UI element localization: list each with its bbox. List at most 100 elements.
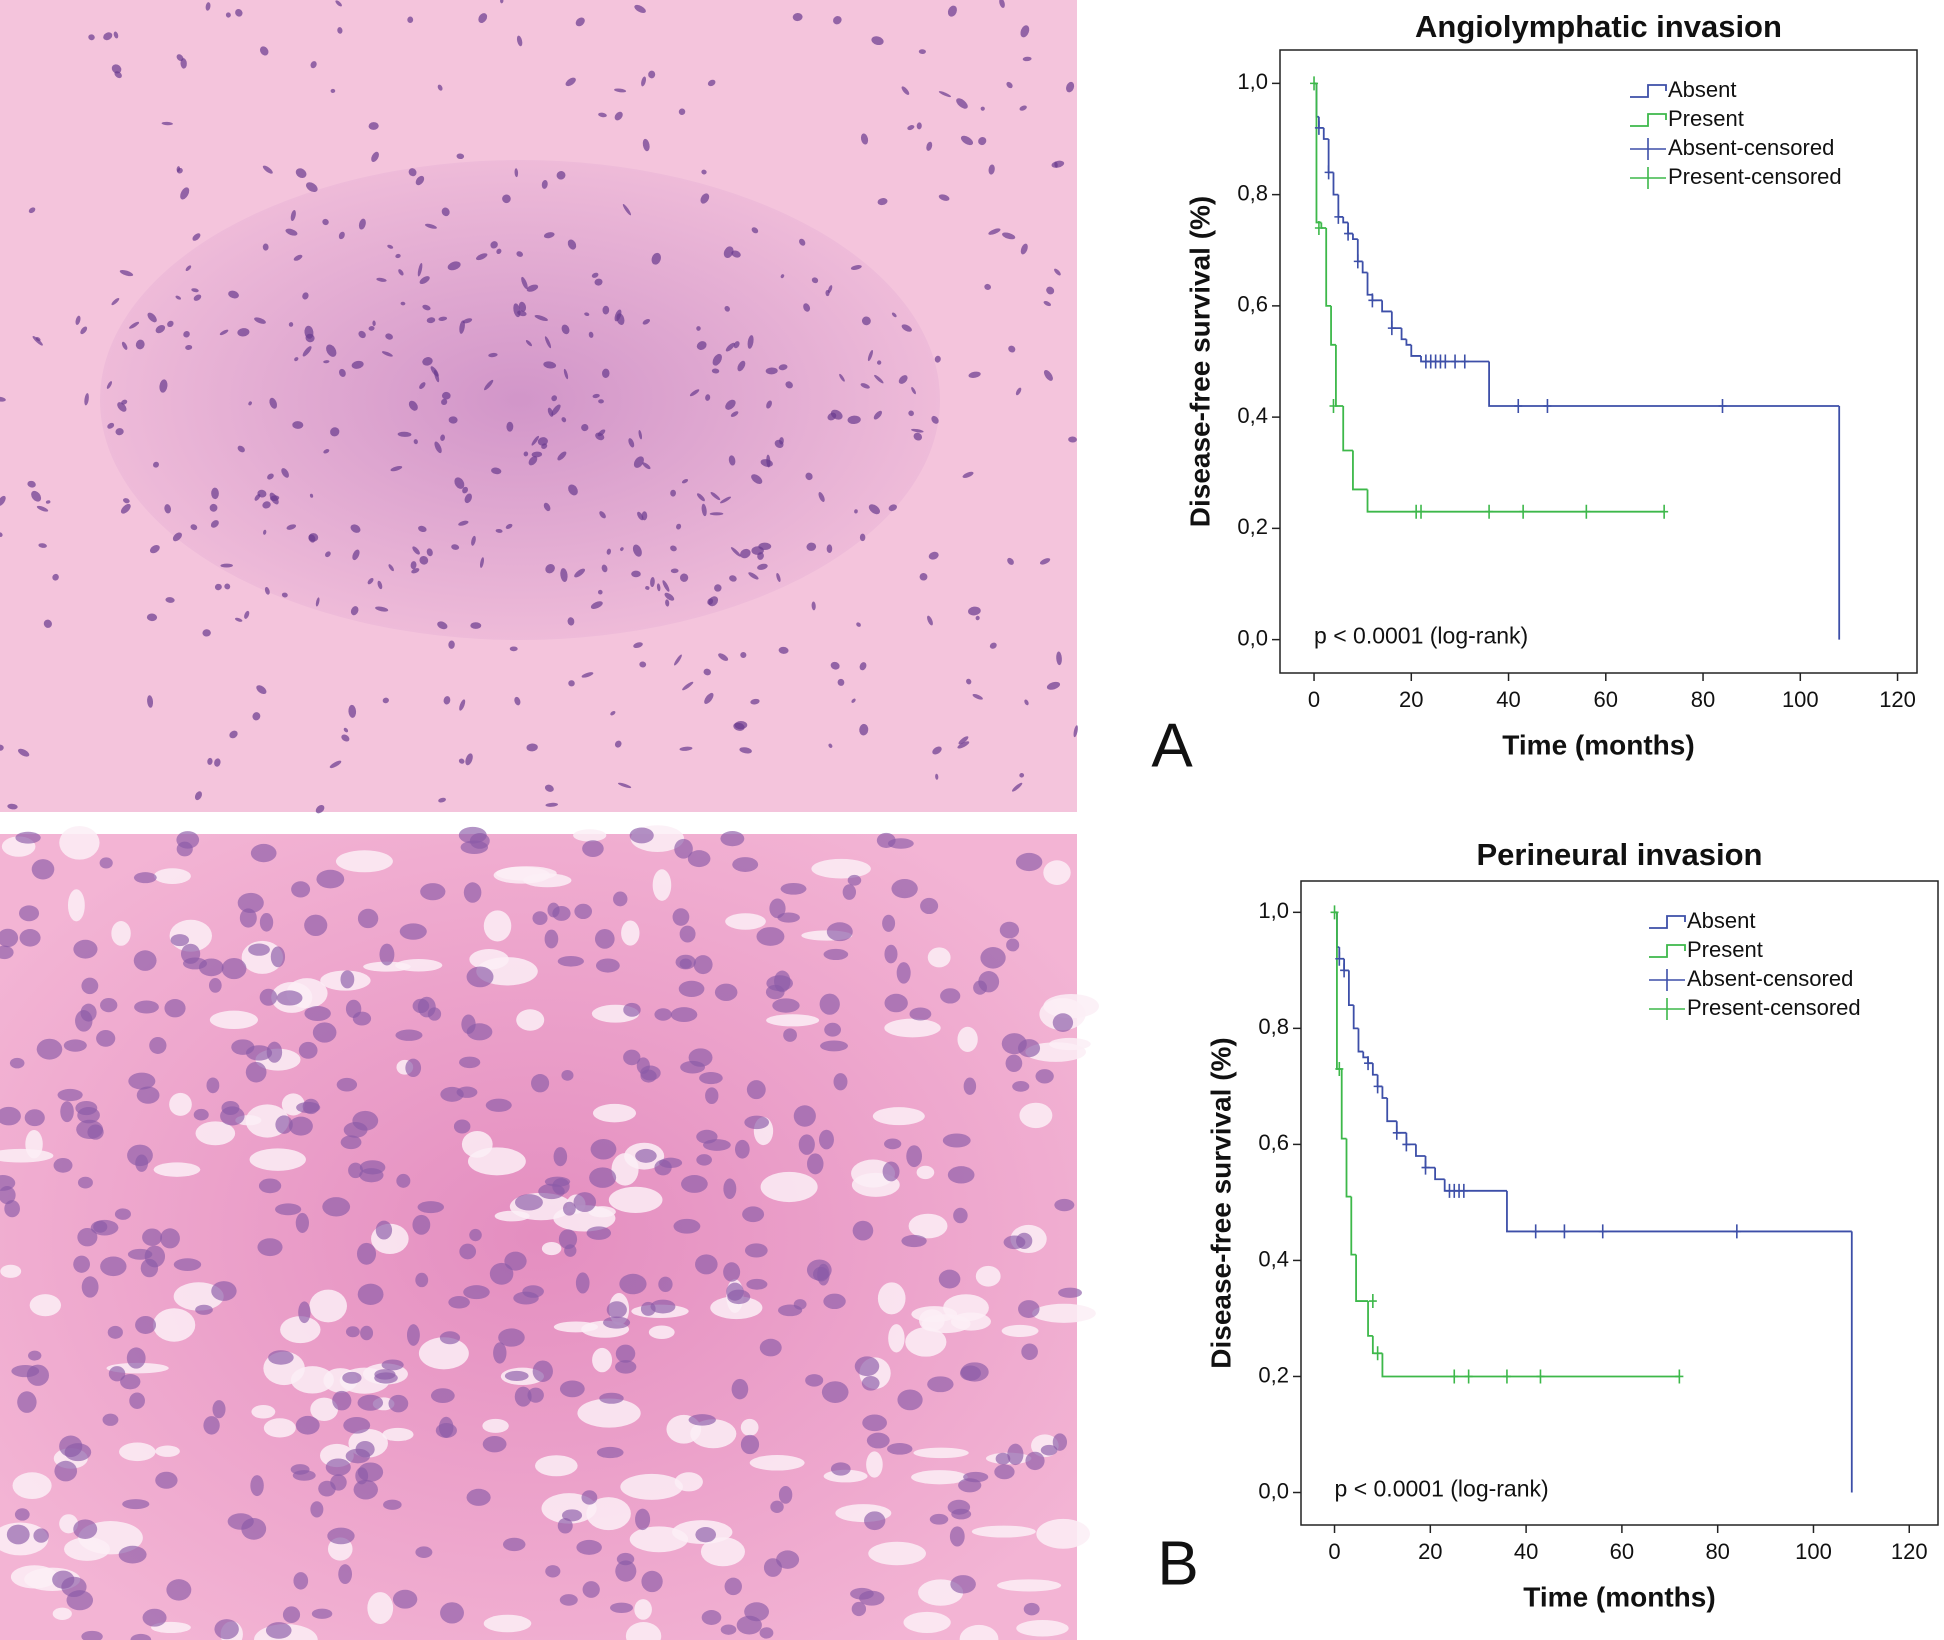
nucleus bbox=[312, 1022, 337, 1043]
nucleus bbox=[509, 646, 518, 652]
nucleus bbox=[551, 395, 558, 402]
nucleus bbox=[705, 394, 711, 401]
nucleus bbox=[7, 803, 18, 810]
nucleus bbox=[906, 1145, 922, 1168]
chart-title: Perineural invasion bbox=[1477, 837, 1763, 872]
nucleus bbox=[531, 1073, 550, 1093]
nucleus bbox=[439, 1331, 461, 1345]
censored-mark bbox=[1334, 209, 1343, 224]
nucleus bbox=[1035, 1069, 1054, 1084]
nucleus bbox=[799, 238, 806, 246]
vacuole bbox=[0, 1148, 54, 1163]
nucleus bbox=[134, 1000, 159, 1014]
vacuole bbox=[251, 1405, 276, 1419]
nucleus bbox=[269, 397, 278, 409]
nucleus bbox=[225, 12, 231, 18]
nucleus bbox=[245, 1061, 267, 1083]
nucleus bbox=[806, 1259, 832, 1281]
nucleus bbox=[891, 879, 918, 899]
survival-step bbox=[1322, 127, 1329, 140]
nucleus bbox=[558, 1229, 578, 1250]
censored-mark bbox=[1368, 1294, 1377, 1309]
nucleus bbox=[295, 1415, 320, 1435]
nucleus bbox=[827, 285, 833, 293]
nucleus bbox=[165, 597, 175, 603]
nucleus bbox=[567, 239, 577, 250]
nucleus bbox=[714, 584, 722, 592]
nucleus bbox=[732, 857, 759, 872]
nucleus bbox=[525, 340, 533, 347]
nucleus bbox=[84, 393, 89, 406]
nucleus bbox=[185, 265, 192, 272]
nucleus bbox=[757, 563, 768, 570]
nucleus bbox=[448, 640, 455, 649]
nucleus bbox=[191, 288, 199, 293]
nucleus bbox=[699, 1072, 723, 1085]
nucleus bbox=[161, 121, 173, 126]
nucleus bbox=[960, 135, 974, 146]
nucleus bbox=[407, 16, 414, 23]
nucleus bbox=[381, 351, 393, 357]
nucleus bbox=[633, 642, 643, 649]
nucleus bbox=[38, 543, 47, 548]
nucleus bbox=[96, 1030, 116, 1047]
y-tick-label: 0,8 bbox=[1258, 1014, 1289, 1039]
nucleus bbox=[818, 491, 825, 503]
nucleus bbox=[733, 722, 745, 731]
nucleus bbox=[783, 1028, 797, 1042]
nucleus bbox=[399, 923, 427, 940]
nucleus bbox=[642, 138, 650, 152]
nucleus bbox=[498, 1328, 525, 1347]
nucleus bbox=[532, 911, 548, 925]
nucleus bbox=[114, 1208, 131, 1220]
nucleus bbox=[342, 1371, 362, 1384]
nucleus bbox=[1039, 558, 1051, 565]
nucleus bbox=[19, 905, 40, 922]
nucleus bbox=[532, 1360, 553, 1382]
nucleus bbox=[689, 389, 700, 397]
nucleus bbox=[703, 668, 711, 676]
nucleus bbox=[340, 970, 355, 989]
vacuole bbox=[629, 1526, 689, 1553]
vacuole bbox=[916, 1165, 935, 1180]
nucleus bbox=[759, 1338, 782, 1357]
censored-mark bbox=[1314, 221, 1323, 235]
nucleus bbox=[0, 1106, 21, 1126]
nucleus bbox=[488, 352, 498, 358]
vacuole bbox=[111, 921, 131, 946]
nucleus bbox=[654, 1159, 672, 1176]
nucleus bbox=[77, 1176, 93, 1189]
nucleus bbox=[851, 1601, 867, 1617]
nucleus bbox=[1020, 25, 1030, 38]
nucleus bbox=[59, 1435, 83, 1458]
nucleus bbox=[302, 346, 312, 357]
nucleus bbox=[821, 1381, 849, 1403]
nucleus bbox=[740, 1434, 760, 1455]
nucleus bbox=[147, 695, 154, 708]
nucleus bbox=[505, 523, 513, 529]
nucleus bbox=[696, 326, 701, 331]
nucleus bbox=[545, 1565, 561, 1578]
vacuole bbox=[674, 1472, 703, 1492]
nucleus bbox=[193, 1108, 209, 1121]
nucleus bbox=[195, 1304, 213, 1315]
nucleus bbox=[847, 415, 861, 425]
nucleus bbox=[75, 1010, 93, 1032]
nucleus bbox=[513, 303, 521, 318]
nucleus bbox=[679, 925, 696, 943]
nucleus bbox=[310, 1501, 324, 1518]
nucleus bbox=[733, 341, 740, 349]
nucleus bbox=[350, 524, 361, 533]
nucleus bbox=[309, 493, 314, 498]
nucleus bbox=[674, 654, 682, 666]
nucleus bbox=[601, 564, 608, 573]
nucleus bbox=[888, 504, 897, 512]
nucleus bbox=[166, 1579, 192, 1601]
x-tick-label: 40 bbox=[1514, 1539, 1538, 1564]
vacuole bbox=[482, 1418, 509, 1433]
nucleus bbox=[306, 182, 318, 193]
vacuole bbox=[249, 1148, 306, 1171]
nucleus bbox=[358, 218, 366, 230]
nucleus bbox=[262, 165, 273, 174]
nucleus bbox=[412, 1214, 431, 1235]
